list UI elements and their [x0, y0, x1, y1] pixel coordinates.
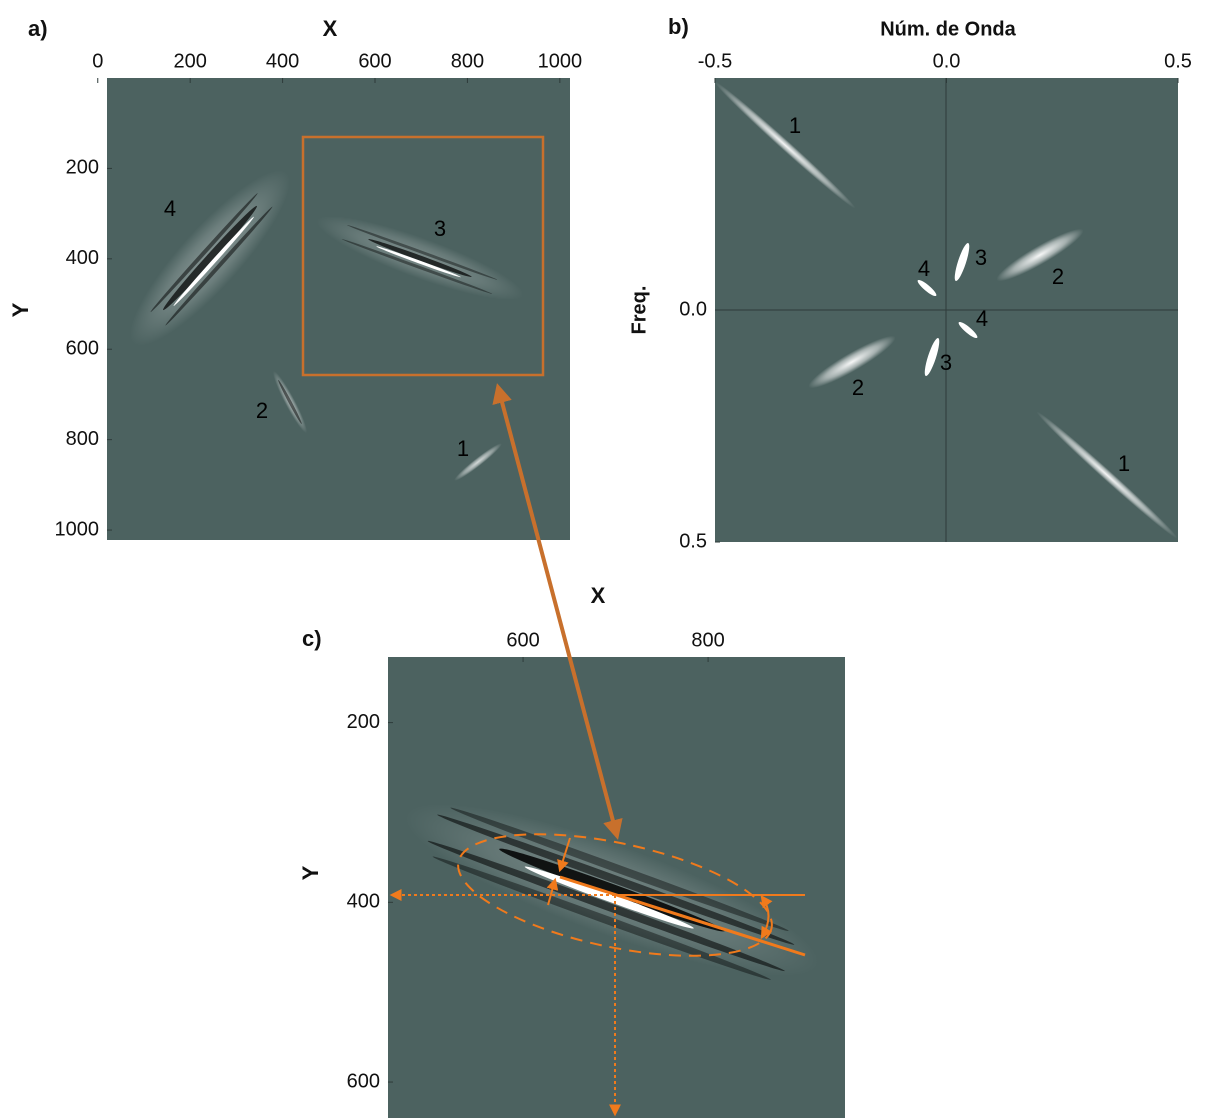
packet-label: 2 [256, 398, 268, 423]
spectra [714, 81, 1178, 539]
y-axis-label: Y [298, 865, 323, 880]
y-tick-label: 1000 [55, 518, 100, 540]
y-tick-label: 0.5 [679, 530, 707, 552]
packet-label: 4 [164, 196, 176, 221]
zoom-arrow [492, 383, 623, 840]
x-tick-label: 0.0 [933, 50, 961, 72]
packet-label: 1 [457, 436, 469, 461]
spectrum-label: 3 [940, 350, 952, 375]
x-tick-label: 800 [451, 50, 484, 72]
spectrum-label: 2 [852, 375, 864, 400]
spectrum-label: 1 [1118, 451, 1130, 476]
packet-2 [272, 371, 308, 433]
packet-3 [316, 215, 524, 301]
x-tick-label: 400 [266, 50, 299, 72]
x-tick-label: 0 [92, 50, 103, 72]
y-tick-label: 400 [66, 247, 99, 269]
y-tick-label: 400 [347, 891, 380, 913]
x-axis-label: X [591, 583, 606, 608]
spectrum-label: 2 [1052, 264, 1064, 289]
y-tick-label: 600 [66, 338, 99, 360]
panel-tag: b) [668, 14, 689, 39]
spectrum-label: 3 [975, 245, 987, 270]
y-tick-label: 200 [66, 157, 99, 179]
y-axis-label: Freq. [628, 286, 650, 335]
x-tick-label: 800 [691, 629, 724, 651]
y-tick-label: 0.0 [679, 298, 707, 320]
y-tick-label: 600 [347, 1070, 380, 1092]
x-tick-label: 0.5 [1164, 50, 1192, 72]
packet-label: 3 [434, 216, 446, 241]
y-tick-label: 800 [66, 428, 99, 450]
x-tick-label: -0.5 [698, 50, 732, 72]
panel-tag: a) [28, 16, 48, 41]
x-axis-label: X [323, 16, 338, 41]
x-axis-label: Núm. de Onda [880, 18, 1016, 40]
x-tick-label: 200 [173, 50, 206, 72]
x-tick-label: 600 [358, 50, 391, 72]
packet-1 [454, 443, 502, 481]
spectrum-label: 1 [789, 113, 801, 138]
panel-tag: c) [302, 626, 322, 651]
x-tick-label: 1000 [538, 50, 583, 72]
packet-4 [129, 170, 291, 346]
annotation-overlay [389, 833, 806, 1117]
y-tick-label: 200 [347, 711, 380, 733]
spectrum-label: 4 [976, 306, 988, 331]
spectrum-label: 4 [918, 256, 930, 281]
x-tick-label: 600 [506, 629, 539, 651]
zoom-box [301, 135, 545, 377]
y-axis-label: Y [8, 302, 33, 317]
